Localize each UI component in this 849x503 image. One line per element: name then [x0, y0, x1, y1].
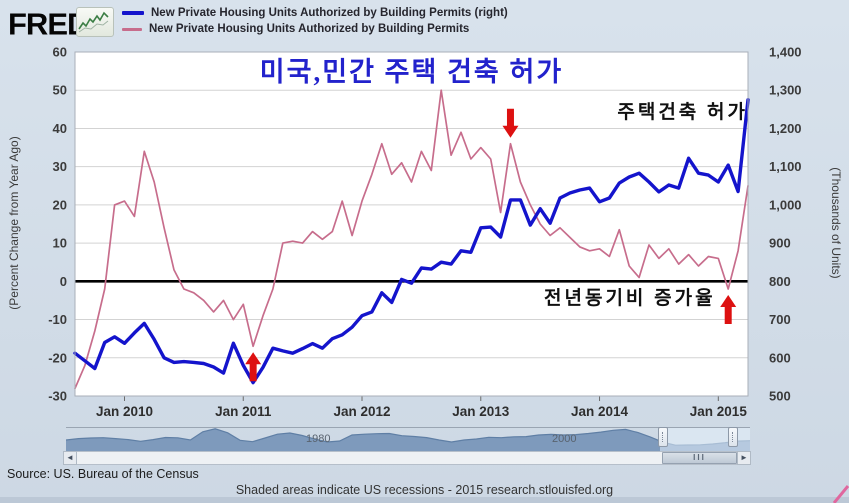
x-axis-tick: Jan 2013 — [452, 404, 510, 419]
panner-area-chart — [66, 427, 750, 451]
legend-item-permits-yoy: New Private Housing Units Authorized by … — [122, 22, 469, 36]
left-axis-tick: -20 — [48, 350, 67, 365]
right-axis-tick: 500 — [769, 389, 791, 404]
x-axis-tick: Jan 2010 — [96, 404, 153, 419]
x-axis-tick: Jan 2015 — [690, 404, 748, 419]
left-axis-tick: 10 — [53, 236, 67, 251]
left-axis-tick: 20 — [53, 197, 67, 212]
right-axis-tick: 700 — [769, 312, 791, 327]
legend-label: New Private Housing Units Authorized by … — [149, 23, 469, 35]
panner-handle-right[interactable] — [728, 427, 738, 447]
label-housing-permits: 주택건축 허가 — [617, 97, 748, 124]
left-axis-caption: (Percent Change from Year Ago) — [7, 73, 21, 373]
source-text: Source: US. Bureau of the Census — [7, 467, 199, 481]
handle-grip-icon — [662, 432, 665, 442]
right-axis-tick: 1,100 — [769, 159, 802, 174]
chart-title-korean: 미국,민간 주택 건축 허가 — [75, 50, 748, 89]
scrollbar-thumb[interactable]: III — [662, 452, 737, 464]
fred-chart-page: 60 50 40 30 20 10 0 -10 -20 -30 1,400 1,300 1,200 1,1… — [0, 0, 849, 503]
legend-swatch-blue-icon — [122, 11, 144, 15]
right-axis-caption: (Thousands of Units) — [829, 73, 843, 373]
left-axis-tick: 0 — [60, 274, 67, 289]
legend-label: New Private Housing Units Authorized by … — [151, 7, 508, 19]
scrollbar-left-arrow[interactable]: ◄ — [63, 451, 77, 465]
scrollbar-right-arrow[interactable]: ► — [737, 451, 751, 465]
left-axis-tick: 50 — [53, 83, 67, 98]
right-axis-tick: 800 — [769, 274, 791, 289]
recession-note: Shaded areas indicate US recessions - 20… — [0, 483, 849, 497]
right-axis-tick: 900 — [769, 236, 791, 251]
x-axis-tick: Jan 2014 — [571, 404, 629, 419]
x-axis-tick: Jan 2012 — [333, 404, 390, 419]
right-axis-tick: 600 — [769, 350, 791, 365]
left-axis-tick: 40 — [53, 121, 67, 136]
x-axis-tick: Jan 2011 — [215, 404, 272, 419]
right-axis-tick: 1,200 — [769, 121, 802, 136]
sparkline-graphic — [77, 8, 111, 34]
left-axis-tick: -10 — [48, 312, 67, 327]
panner-handle-left[interactable] — [658, 427, 668, 447]
panner-decade-label: 2000 — [552, 433, 576, 445]
range-panner[interactable] — [66, 427, 750, 451]
handle-grip-icon — [732, 432, 735, 442]
panner-decade-label: 1980 — [306, 433, 330, 445]
scrollbar-track[interactable] — [63, 451, 751, 465]
label-yoy-growth: 전년동기비 증가율 — [544, 283, 716, 310]
legend-swatch-pink-icon — [122, 28, 142, 31]
left-axis-tick: 60 — [53, 45, 67, 60]
right-axis-tick: 1,300 — [769, 83, 802, 98]
panner-area-fill — [66, 429, 750, 451]
left-axis-tick: 30 — [53, 159, 67, 174]
left-axis-tick: -30 — [48, 389, 67, 404]
right-axis-tick: 1,000 — [769, 197, 802, 212]
fred-sparkline-icon — [76, 7, 114, 37]
legend-item-permits-level: New Private Housing Units Authorized by … — [122, 6, 508, 20]
right-axis-tick: 1,400 — [769, 45, 802, 60]
